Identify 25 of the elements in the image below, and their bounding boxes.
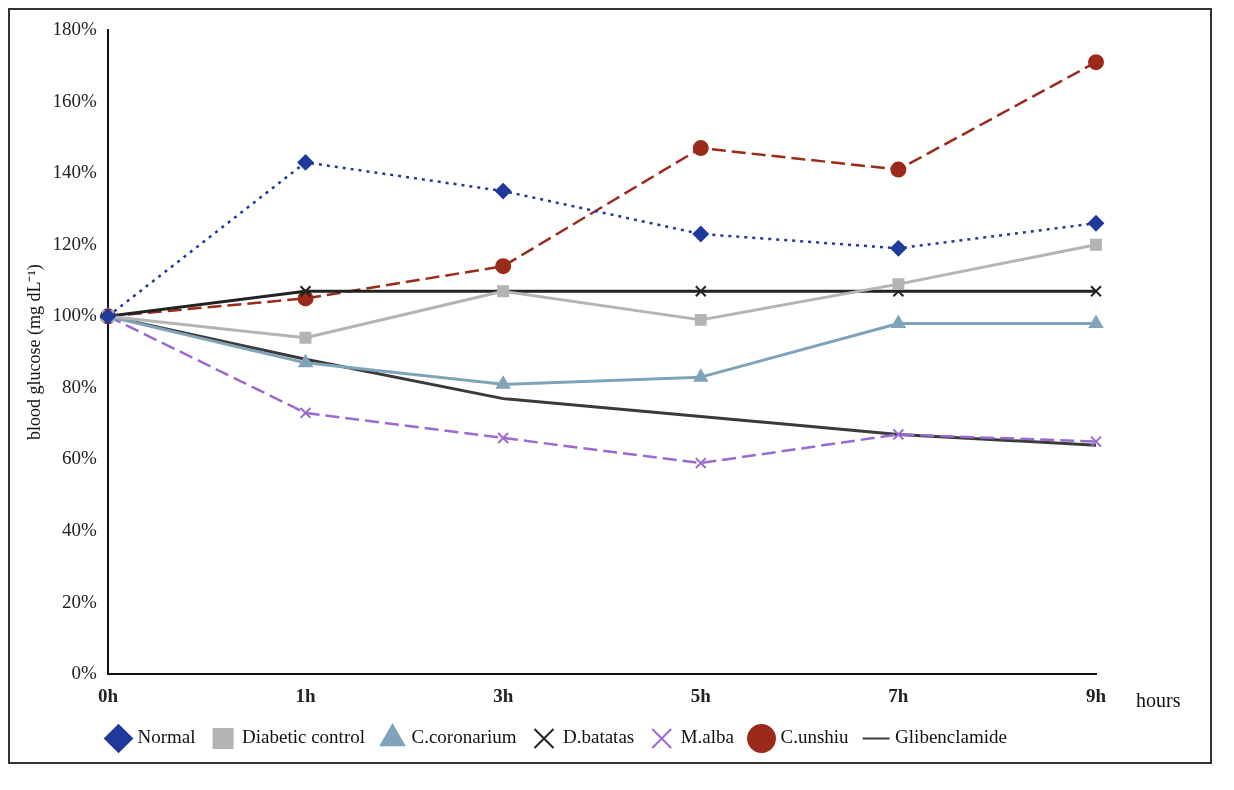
- legend-label: Normal: [137, 726, 196, 748]
- y-tick-label: 160%: [52, 89, 98, 111]
- y-tick-label: 120%: [52, 232, 98, 254]
- y-tick-label: 100%: [52, 304, 98, 326]
- x-tick-label: 5h: [690, 684, 712, 706]
- y-tick-label: 0%: [71, 662, 98, 684]
- x-tick-label: 1h: [295, 684, 316, 706]
- y-tick-label: 140%: [52, 161, 98, 183]
- y-tick-label: 180%: [52, 17, 98, 39]
- legend-label: Glibenclamide: [895, 726, 1007, 748]
- legend-label: C.coronarium: [411, 726, 517, 748]
- y-tick-label: 60%: [62, 447, 98, 469]
- y-tick-label: 20%: [62, 590, 98, 612]
- x-tick-label: 3h: [493, 684, 514, 706]
- x-tick-label: 0h: [97, 684, 119, 706]
- legend-label: M.alba: [680, 726, 735, 748]
- x-tick-label: 9h: [1085, 684, 1107, 706]
- y-tick-label: 80%: [62, 375, 98, 397]
- y-tick-label: 40%: [62, 519, 98, 541]
- x-axis-title: hours: [1136, 689, 1181, 712]
- legend-label: D.batatas: [563, 726, 635, 748]
- legend-label: C.unshiu: [780, 726, 850, 748]
- y-axis-title: blood glucose (mg dL⁻¹): [23, 264, 45, 441]
- legend-label: Diabetic control: [242, 726, 366, 748]
- x-tick-label: 7h: [888, 684, 909, 706]
